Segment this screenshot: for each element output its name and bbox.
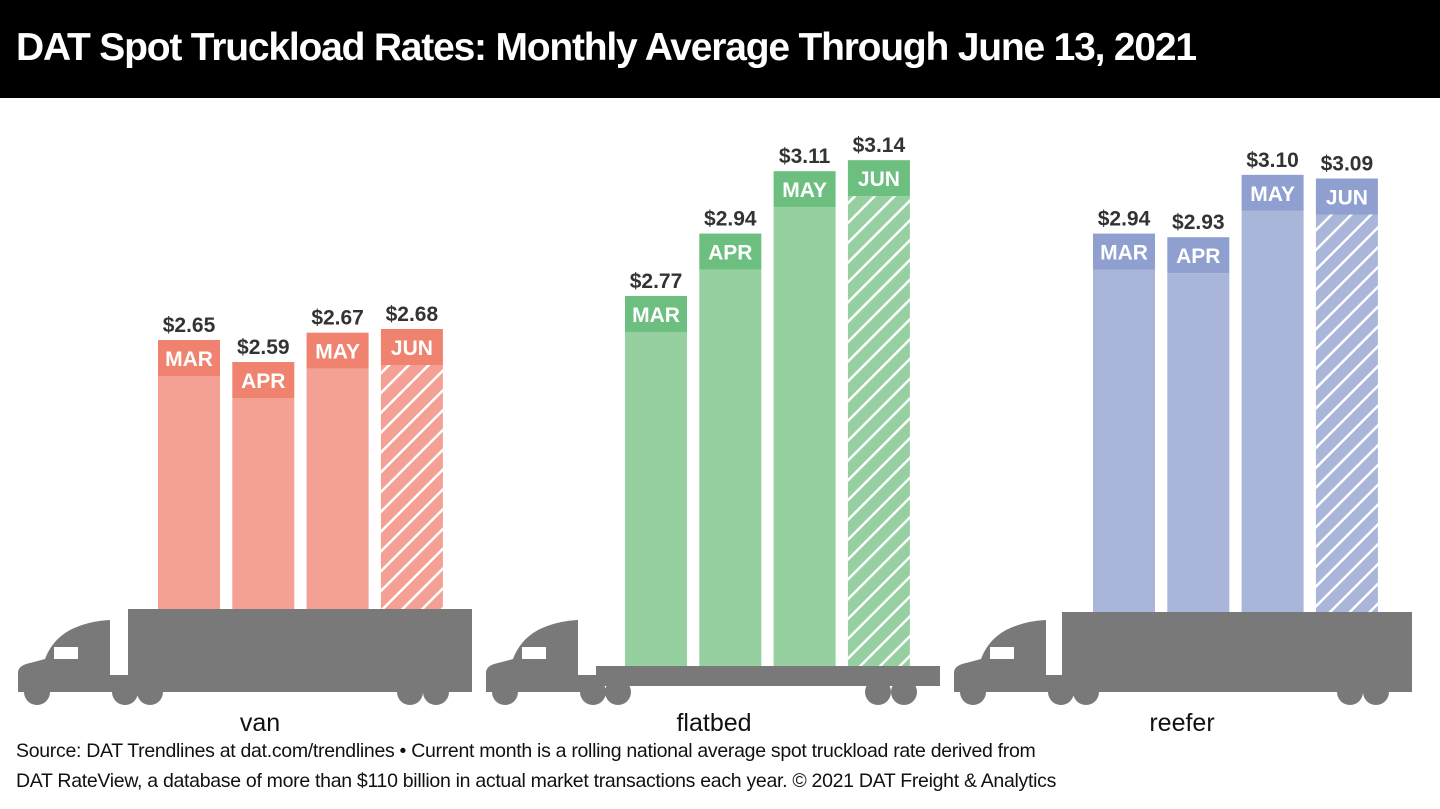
truck-cab — [954, 620, 1066, 692]
bar-body — [1093, 269, 1155, 612]
chart-title: DAT Spot Truckload Rates: Monthly Averag… — [16, 26, 1197, 69]
wheel — [605, 679, 631, 705]
van-bar-mar: MAR $2.65 — [158, 314, 220, 609]
reefer-bar-may: MAY $3.10 — [1241, 149, 1304, 612]
value-label: $2.93 — [1172, 211, 1225, 234]
bar-month-band — [847, 160, 910, 197]
reefer-truck-icon — [954, 612, 1412, 705]
truck-cab — [486, 620, 598, 692]
cab-window — [54, 647, 78, 659]
bars: van MAR $2.65 APR $2.59 MAY $2.67 JUN $2.68 flatb… — [158, 134, 1378, 737]
van-label: van — [240, 709, 280, 737]
flatbed-bar-apr: APR $2.94 — [699, 208, 762, 666]
month-label: JUN — [1326, 187, 1368, 210]
bar-month-band — [1241, 174, 1304, 211]
bar-body — [1167, 273, 1230, 612]
month-label: APR — [708, 242, 752, 265]
month-label: JUN — [858, 168, 900, 191]
value-label: $3.11 — [779, 145, 831, 168]
trailer — [1062, 612, 1412, 692]
van-bar-apr: APR $2.59 — [232, 336, 295, 609]
month-label: JUN — [391, 337, 433, 360]
value-label: $2.59 — [237, 336, 290, 359]
wheel — [24, 679, 50, 705]
flatbed-deck — [596, 666, 940, 686]
bar-body — [847, 196, 910, 667]
bar-month-band — [773, 171, 836, 208]
reefer-bar-apr: APR $2.93 — [1167, 211, 1230, 612]
wheel — [492, 679, 518, 705]
month-label: MAY — [315, 341, 360, 364]
bar-body — [1241, 210, 1304, 612]
wheel — [580, 679, 606, 705]
bar-body — [773, 207, 836, 666]
bar-body — [380, 364, 443, 609]
bar-body — [232, 398, 295, 609]
trailer — [128, 609, 472, 692]
month-label: MAY — [782, 179, 827, 202]
month-label: APR — [241, 370, 285, 393]
reefer-label: reefer — [1149, 709, 1214, 737]
source-note-line-1: Source: DAT Trendlines at dat.com/trendl… — [16, 740, 1036, 762]
month-label: MAR — [165, 348, 213, 371]
bar-month-band — [306, 332, 369, 369]
value-label: $2.65 — [163, 314, 216, 337]
wheel — [1073, 679, 1099, 705]
source-note-line-2: DAT RateView, a database of more than $1… — [16, 770, 1057, 792]
bar-body — [625, 331, 687, 666]
van-bar-jun: JUN $2.68 — [380, 303, 443, 609]
value-label: $2.94 — [1098, 208, 1151, 231]
flatbed-bar-jun: JUN $3.14 — [847, 134, 910, 667]
bar-body — [306, 368, 369, 609]
wheel — [891, 679, 917, 705]
wheel — [1363, 679, 1389, 705]
bar-month-band — [232, 362, 295, 399]
wheel — [423, 679, 449, 705]
value-label: $2.94 — [704, 208, 757, 231]
value-label: $3.09 — [1321, 153, 1374, 176]
value-label: $2.68 — [386, 303, 439, 326]
bar-month-band — [380, 328, 443, 365]
flatbed-bar-may: MAY $3.11 — [773, 145, 836, 666]
bar-month-band — [1315, 178, 1378, 215]
value-label: $2.77 — [630, 270, 683, 293]
van-bar-may: MAY $2.67 — [306, 307, 369, 609]
bar-month-band — [158, 340, 220, 376]
reefer-bar-mar: MAR $2.94 — [1093, 208, 1155, 612]
bar-month-band — [625, 295, 687, 332]
bar-month-band — [699, 233, 762, 270]
bar-month-band — [1167, 237, 1230, 274]
cab-window — [522, 647, 546, 659]
value-label: $3.14 — [853, 134, 906, 157]
wheel — [397, 679, 423, 705]
flatbed-bar-mar: MAR $2.77 — [625, 270, 687, 666]
flatbed-label: flatbed — [676, 709, 751, 737]
value-label: $2.67 — [311, 307, 364, 330]
bar-body — [1315, 214, 1378, 612]
bar-body — [699, 269, 762, 666]
bar-body — [158, 376, 220, 609]
wheel — [112, 679, 138, 705]
month-label: MAR — [1100, 242, 1148, 265]
truck-cab — [18, 620, 130, 692]
cab-window — [990, 647, 1014, 659]
wheel — [865, 679, 891, 705]
wheel — [137, 679, 163, 705]
bar-month-band — [1093, 233, 1155, 270]
value-label: $3.10 — [1246, 149, 1299, 172]
wheel — [960, 679, 986, 705]
month-label: APR — [1176, 245, 1220, 268]
reefer-bar-jun: JUN $3.09 — [1315, 153, 1378, 612]
flatbed-truck-icon — [486, 620, 940, 705]
wheel — [1337, 679, 1363, 705]
wheel — [1048, 679, 1074, 705]
van-truck-icon — [18, 609, 472, 705]
month-label: MAY — [1250, 183, 1295, 206]
month-label: MAR — [632, 304, 680, 327]
trucks — [18, 609, 1412, 705]
title-bar: DAT Spot Truckload Rates: Monthly Averag… — [0, 0, 1440, 98]
